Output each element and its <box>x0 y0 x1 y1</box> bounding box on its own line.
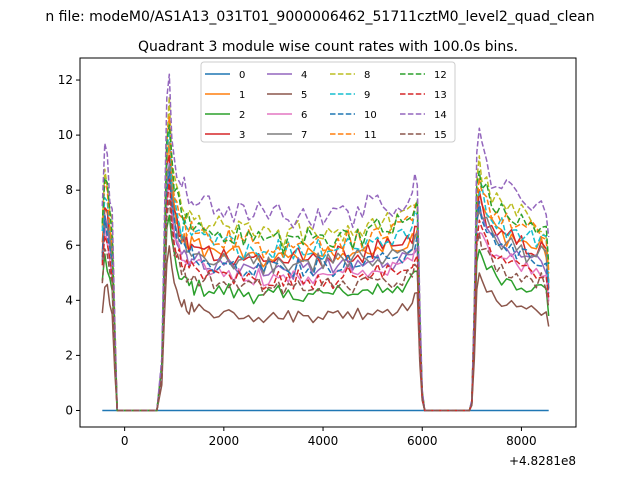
legend-label-9: 9 <box>364 90 370 101</box>
x-tick-label: 6000 <box>407 434 438 448</box>
series-line-13 <box>101 178 550 412</box>
legend-label-10: 10 <box>364 110 377 121</box>
legend-label-11: 11 <box>364 130 377 141</box>
y-tick-label: 8 <box>65 183 73 197</box>
legend-label-5: 5 <box>301 90 307 101</box>
plot-frame <box>79 57 577 428</box>
legend-label-15: 15 <box>434 130 447 141</box>
x-tick-label: 0 <box>121 434 129 448</box>
y-tick-label: 12 <box>58 73 73 87</box>
legend-label-12: 12 <box>434 70 447 81</box>
x-tick-label: 8000 <box>506 434 537 448</box>
legend-label-8: 8 <box>364 70 370 81</box>
x-tick-label: 4000 <box>308 434 339 448</box>
legend-label-14: 14 <box>434 110 447 121</box>
legend-label-3: 3 <box>239 130 245 141</box>
x-tick-label: 2000 <box>209 434 240 448</box>
legend-label-1: 1 <box>239 90 245 101</box>
legend-label-6: 6 <box>301 110 307 121</box>
legend-box <box>200 61 456 143</box>
legend-label-0: 0 <box>239 70 245 81</box>
y-tick-label: 6 <box>65 238 73 252</box>
chart-suptitle: n file: modeM0/AS1A13_031T01_9000006462_… <box>45 9 594 25</box>
chart-title: Quadrant 3 module wise count rates with … <box>138 39 518 55</box>
y-tick-label: 2 <box>65 348 73 362</box>
series-line-5 <box>101 245 550 412</box>
series-line-15 <box>101 197 550 412</box>
series-layer <box>101 73 550 412</box>
y-tick-label: 4 <box>65 293 73 307</box>
series-line-14 <box>101 73 550 412</box>
legend-label-4: 4 <box>301 70 307 81</box>
legend-label-7: 7 <box>301 130 307 141</box>
legend-label-13: 13 <box>434 90 447 101</box>
series-line-10 <box>101 171 550 412</box>
y-tick-label: 10 <box>58 128 73 142</box>
x-offset-label: +4.8281e8 <box>509 454 576 468</box>
legend-label-2: 2 <box>239 110 245 121</box>
y-tick-label: 0 <box>65 403 73 417</box>
